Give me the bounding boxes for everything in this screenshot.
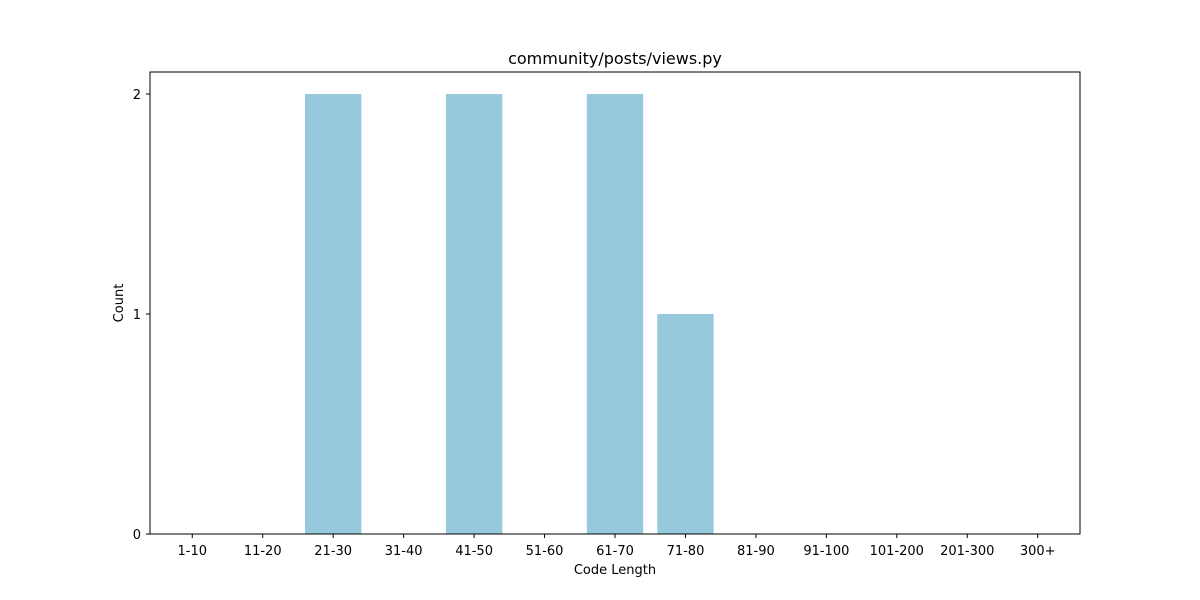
y-axis-label: Count bbox=[112, 284, 127, 323]
bar-41-50 bbox=[445, 94, 503, 534]
x-tick-label: 81-90 bbox=[737, 544, 775, 559]
x-axis: 1-10 11-20 21-30 31-40 41-50 51-60 61-70 71-80 8… bbox=[178, 534, 1056, 559]
x-tick-label: 21-30 bbox=[314, 544, 352, 559]
x-tick-label: 201-300 bbox=[940, 544, 994, 559]
x-tick-label: 51-60 bbox=[526, 544, 564, 559]
bar-71-80 bbox=[657, 314, 714, 534]
x-tick-label: 11-20 bbox=[244, 544, 282, 559]
x-tick-label: 31-40 bbox=[385, 544, 423, 559]
y-tick-label: 1 bbox=[133, 308, 141, 323]
bars-layer bbox=[305, 94, 714, 534]
x-tick-label: 41-50 bbox=[455, 544, 493, 559]
x-tick-label: 61-70 bbox=[596, 544, 634, 559]
y-tick-label: 2 bbox=[133, 88, 141, 103]
y-axis: 0 1 2 bbox=[133, 88, 150, 543]
bar-21-30 bbox=[305, 94, 362, 534]
chart-title: community/posts/views.py bbox=[508, 49, 722, 68]
x-tick-label: 71-80 bbox=[667, 544, 705, 559]
y-tick-label: 0 bbox=[133, 528, 141, 543]
x-tick-label: 101-200 bbox=[870, 544, 924, 559]
x-tick-label: 91-100 bbox=[803, 544, 849, 559]
bar-61-70 bbox=[586, 94, 644, 534]
x-tick-label: 1-10 bbox=[178, 544, 208, 559]
x-tick-label: 300+ bbox=[1020, 544, 1056, 559]
x-axis-label: Code Length bbox=[574, 563, 656, 578]
